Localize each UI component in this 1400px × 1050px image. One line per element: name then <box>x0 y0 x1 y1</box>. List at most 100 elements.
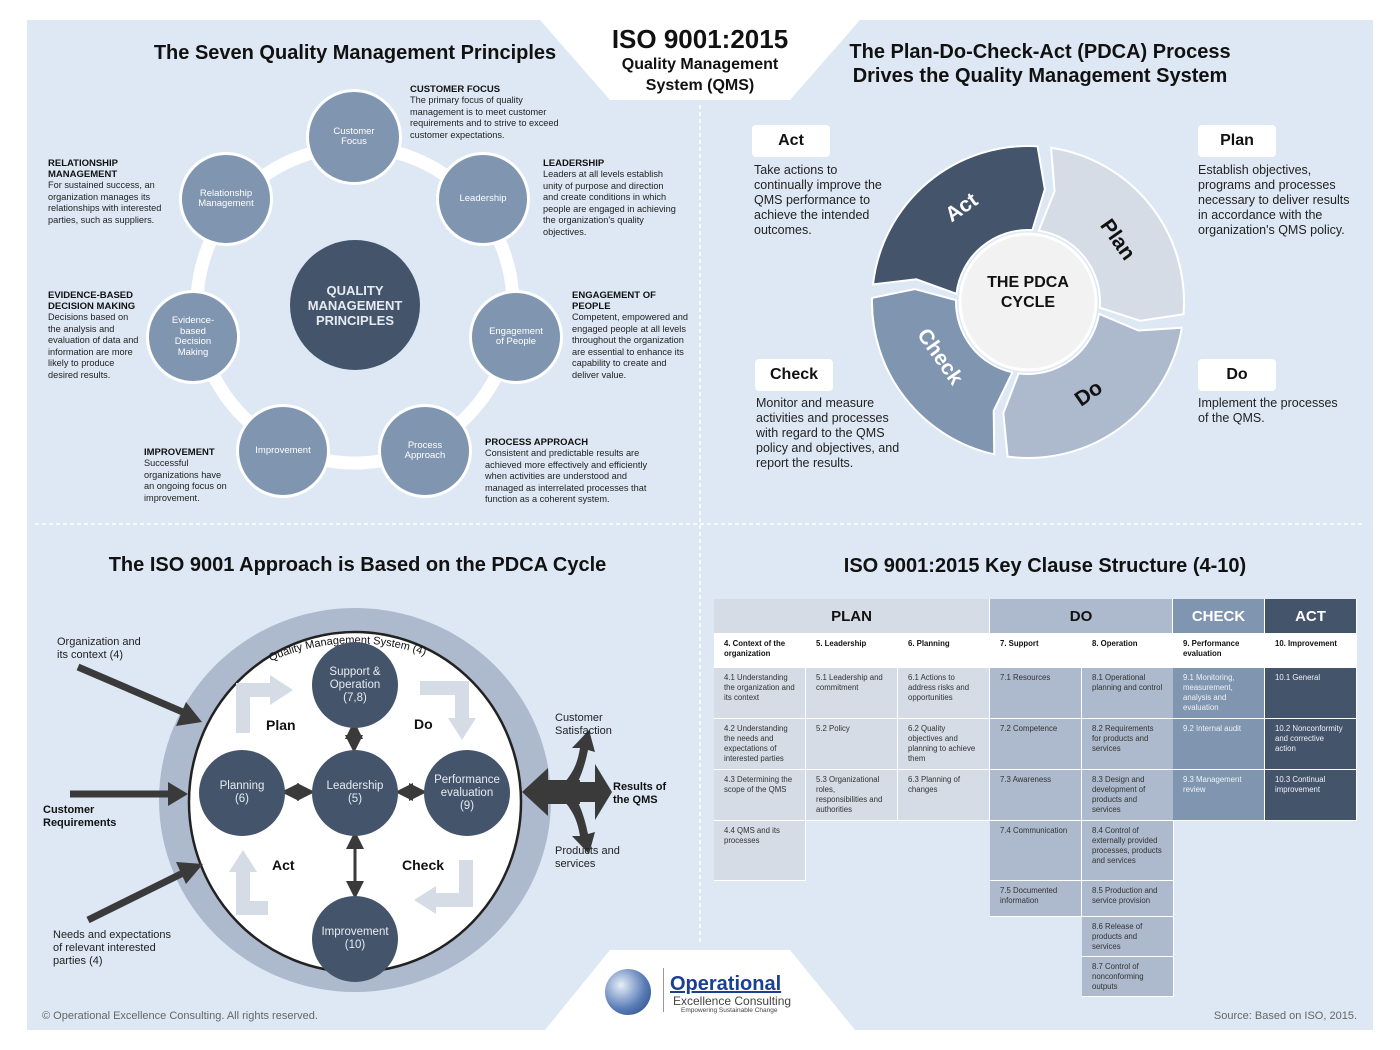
clause-cell: 5.2 Policy <box>806 719 898 770</box>
logo-name: Operational <box>670 973 782 995</box>
clause-cell: 7.2 Competence <box>990 719 1082 770</box>
clause-cell: 4.1 Understanding the organization and i… <box>714 668 806 719</box>
circle-evidence-based: Evidence-based Decision Making <box>146 290 240 384</box>
input-org-context: Organization and its context (4) <box>57 636 141 661</box>
footer-copyright: © Operational Excellence Consulting. All… <box>42 1010 318 1022</box>
label-box-act: Act <box>752 125 830 157</box>
clause-column-header: 10. Improvement <box>1265 633 1357 668</box>
clause-column-header: 5. Leadership <box>806 633 898 668</box>
principle-text: Leaders at all levels establish unity of… <box>543 169 676 237</box>
principle-desc-customer-focus: CUSTOMER FOCUS The primary focus of qual… <box>410 84 560 141</box>
principles-center-circle: QUALITY MANAGEMENT PRINCIPLES <box>290 240 420 370</box>
principle-text: Decisions based on the analysis and eval… <box>48 312 139 380</box>
clause-cell: 4.4 QMS and its processes <box>714 821 806 881</box>
principle-desc-engagement: ENGAGEMENT OF PEOPLE Competent, empowere… <box>572 290 690 381</box>
clause-cell: 8.1 Operational planning and control <box>1082 668 1174 719</box>
circle-leadership: Leadership <box>436 152 530 246</box>
connector-arrows <box>281 721 427 899</box>
main-title-block: ISO 9001:2015 Quality Management System … <box>570 24 830 96</box>
clause-column-header: 9. Performance evaluation <box>1173 633 1265 668</box>
clause-cell: 4.3 Determining the scope of the QMS <box>714 770 806 821</box>
logo: Operational Excellence Consulting Empowe… <box>603 966 803 1016</box>
pdca-segment-check <box>871 288 1014 456</box>
label-box-check: Check <box>755 359 833 391</box>
pdca-segment-plan <box>1037 146 1185 322</box>
principle-title: LEADERSHIP <box>543 158 605 169</box>
desc-act: Take actions to continually improve the … <box>754 163 882 237</box>
output-products-services: Products and services <box>555 845 620 870</box>
principle-text: Competent, empowered and engaged people … <box>572 312 688 380</box>
logo-line2: Excellence Consulting <box>673 994 792 1008</box>
principle-desc-leadership: LEADERSHIP Leaders at all levels establi… <box>543 158 678 238</box>
clause-column-header: 8. Operation <box>1082 633 1174 668</box>
clause-cell: 6.1 Actions to address risks and opportu… <box>898 668 990 719</box>
principle-desc-improvement: IMPROVEMENT Successful organizations hav… <box>144 447 230 504</box>
phase-check: Check <box>402 857 445 873</box>
desc-check: Monitor and measure activities and proce… <box>756 396 900 470</box>
main-title: ISO 9001:2015 <box>611 24 789 54</box>
principle-title: ENGAGEMENT OF PEOPLE <box>572 290 656 312</box>
clause-cell: 6.3 Planning of changes <box>898 770 990 821</box>
clause-cell: 10.2 Nonconformity and corrective action <box>1265 719 1357 770</box>
output-arrow <box>522 730 612 854</box>
phase-header-act: ACT <box>1265 599 1357 633</box>
output-customer-satisfaction: Customer Satisfaction <box>555 712 612 737</box>
clause-cell: 5.3 Organizational roles, responsibiliti… <box>806 770 898 821</box>
principle-desc-process: PROCESS APPROACH Consistent and predicta… <box>485 437 665 506</box>
clause-cell: 9.2 Internal audit <box>1173 719 1265 770</box>
node-support-operation: Support & Operation (7,8) <box>312 642 398 728</box>
phase-header-do: DO <box>990 599 1173 633</box>
principle-title: IMPROVEMENT <box>144 447 215 458</box>
clause-cell: 8.7 Control of nonconforming outputs <box>1082 957 1174 997</box>
principle-title: RELATIONSHIP MANAGEMENT <box>48 158 118 180</box>
node-leadership: Leadership (5) <box>312 750 398 836</box>
clause-cell: 7.5 Documented information <box>990 881 1082 917</box>
phase-header-check: CHECK <box>1173 599 1265 633</box>
pdca-center <box>958 232 1098 372</box>
clause-cell: 7.3 Awareness <box>990 770 1082 821</box>
input-needs-expectations: Needs and expectations of relevant inter… <box>53 929 172 967</box>
pdca-segment-act <box>871 145 1046 296</box>
node-performance-evaluation: Performance evaluation (9) <box>424 750 510 836</box>
phase-act: Act <box>272 857 295 873</box>
pdca-segment-do <box>1002 312 1184 459</box>
node-improvement: Improvement (10) <box>312 896 398 982</box>
pdca-cycle <box>871 145 1185 459</box>
principle-desc-evidence: EVIDENCE-BASED DECISION MAKING Decisions… <box>48 290 140 381</box>
logo-divider <box>663 968 664 1012</box>
clause-cell: 5.1 Leadership and commitment <box>806 668 898 719</box>
clause-cell: 8.5 Production and service provision <box>1082 881 1174 917</box>
clause-cell: 7.1 Resources <box>990 668 1082 719</box>
clause-cell: 8.3 Design and development of products a… <box>1082 770 1174 821</box>
circle-engagement: Engagement of People <box>469 290 563 384</box>
label-box-do: Do <box>1198 359 1276 391</box>
clause-cell: 4.2 Understanding the needs and expectat… <box>714 719 806 770</box>
clause-cell: 8.6 Release of products and services <box>1082 917 1174 957</box>
clause-cell: 8.4 Control of externally provided proce… <box>1082 821 1174 881</box>
principle-text: The primary focus of quality management … <box>410 95 559 140</box>
principle-title: EVIDENCE-BASED DECISION MAKING <box>48 290 136 312</box>
approach-diagram: Quality Management System (4) <box>70 608 612 992</box>
principle-title: CUSTOMER FOCUS <box>410 84 501 95</box>
principle-text: For sustained success, an organization m… <box>48 180 162 225</box>
circle-process-approach: Process Approach <box>378 404 472 498</box>
node-planning: Planning (6) <box>199 750 285 836</box>
cycle-arrows <box>229 675 476 915</box>
input-arrows <box>70 663 203 924</box>
circle-improvement: Improvement <box>236 404 330 498</box>
principle-desc-relationship: RELATIONSHIP MANAGEMENT For sustained su… <box>48 158 166 226</box>
clause-cell: 8.2 Requirements for products and servic… <box>1082 719 1174 770</box>
phase-plan: Plan <box>266 717 296 733</box>
desc-plan: Establish objectives, programs and proce… <box>1198 163 1350 237</box>
clause-column-header: 6. Planning <box>898 633 990 668</box>
approach-heading: The ISO 9001 Approach is Based on the PD… <box>108 554 607 576</box>
clause-cell: 7.4 Communication <box>990 821 1082 881</box>
phase-header-plan: PLAN <box>714 599 990 633</box>
desc-do: Implement the processes of the QMS. <box>1198 396 1338 425</box>
clause-cell: 6.2 Quality objectives and planning to a… <box>898 719 990 770</box>
pdca-heading: The Plan-Do-Check-Act (PDCA) Process Dri… <box>849 41 1231 87</box>
logo-tagline: Empowering Sustainable Change <box>681 1007 778 1014</box>
clause-cell: 9.1 Monitoring, measurement, analysis an… <box>1173 668 1265 719</box>
pdca-center-label: THE PDCA CYCLE <box>987 274 1069 311</box>
clause-column-header: 4. Context of the organization <box>714 633 806 668</box>
